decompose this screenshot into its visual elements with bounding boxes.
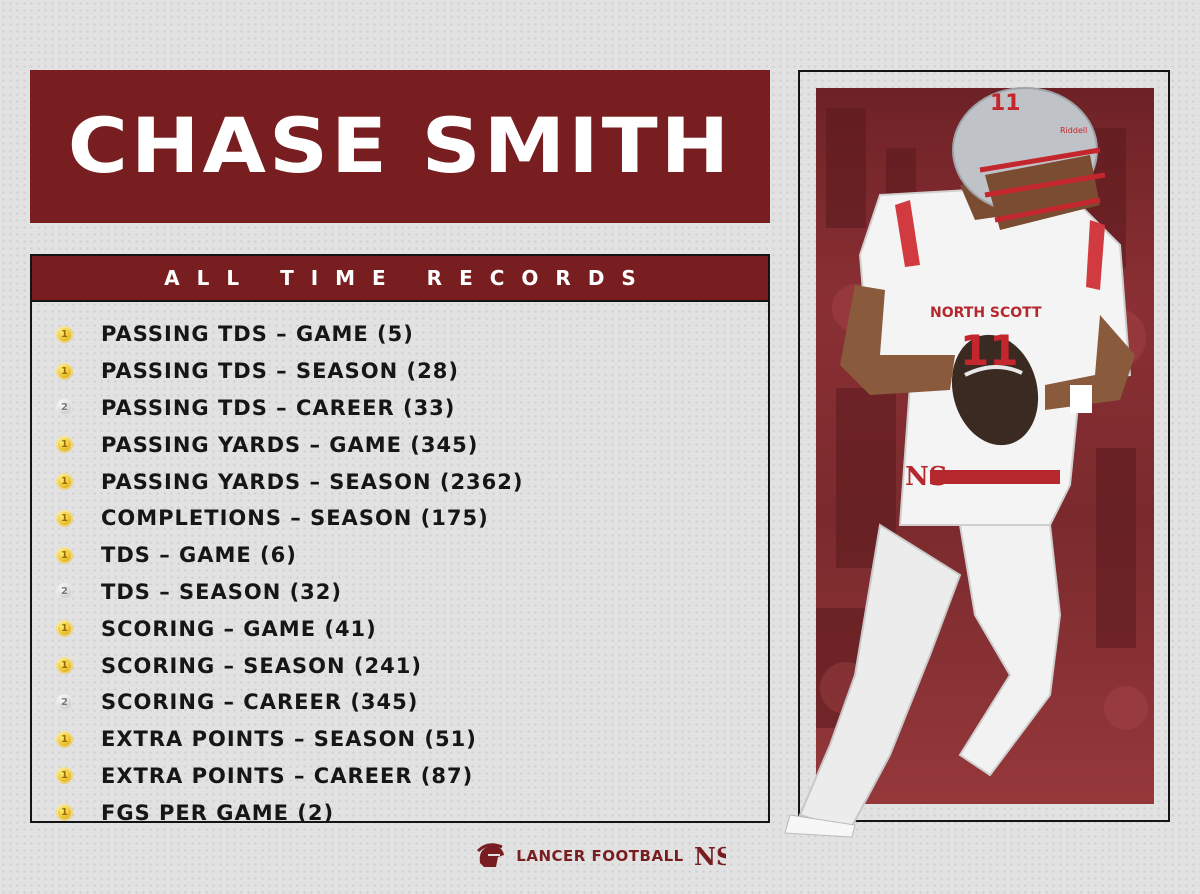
- record-label: TDS – SEASON (32): [101, 579, 343, 604]
- records-panel: ALL TIME RECORDS 1 PASSING TDS – GAME (5)…: [30, 254, 770, 825]
- helmet-number: 11: [990, 91, 1021, 116]
- gold-medal-icon: 1: [56, 546, 73, 564]
- helmet-brand: Riddell: [1060, 126, 1087, 135]
- pants-monogram: NS: [905, 462, 948, 492]
- ns-monogram-icon: NS: [694, 842, 726, 871]
- records-header: ALL TIME RECORDS: [32, 256, 768, 302]
- record-row: 1 PASSING TDS – SEASON (28): [32, 353, 768, 390]
- record-label: PASSING YARDS – GAME (345): [101, 432, 479, 457]
- jersey-number: 11: [960, 326, 1018, 375]
- record-row: 1 FGS PER GAME (2): [32, 794, 768, 831]
- svg-text:NS: NS: [694, 842, 726, 871]
- record-row: 2 TDS – SEASON (32): [32, 574, 768, 611]
- jersey-stripe-right: [1086, 220, 1105, 290]
- wristband: [1070, 385, 1092, 413]
- record-label: SCORING – SEASON (241): [101, 653, 422, 678]
- silver-medal-icon: 2: [56, 693, 73, 711]
- record-row: 1 TDS – GAME (6): [32, 537, 768, 574]
- lancer-helmet-icon: [477, 843, 505, 867]
- jersey-stripe-left: [895, 200, 920, 267]
- record-label: PASSING TDS – GAME (5): [101, 322, 414, 347]
- gold-medal-icon: 1: [56, 657, 73, 675]
- record-label: PASSING YARDS – SEASON (2362): [101, 469, 524, 494]
- silver-medal-icon: 2: [56, 583, 73, 601]
- record-row: 1 SCORING – SEASON (241): [32, 647, 768, 684]
- gold-medal-icon: 1: [56, 620, 73, 638]
- facemask: [979, 147, 1106, 223]
- record-row: 1 COMPLETIONS – SEASON (175): [32, 500, 768, 537]
- record-row: 1 SCORING – GAME (41): [32, 610, 768, 647]
- record-label: TDS – GAME (6): [101, 543, 297, 568]
- gold-medal-icon: 1: [56, 473, 73, 491]
- player-cleat: [784, 814, 856, 838]
- record-label: FGS PER GAME (2): [101, 800, 335, 825]
- player-right-leg: [958, 524, 1062, 777]
- records-title: ALL TIME RECORDS: [164, 266, 653, 290]
- record-label: PASSING TDS – SEASON (28): [101, 359, 459, 384]
- gold-medal-icon: 1: [56, 509, 73, 527]
- footer-branding: LANCER FOOTBALL NS: [0, 838, 1200, 874]
- record-row: 2 SCORING – CAREER (345): [32, 684, 768, 721]
- record-label: SCORING – CAREER (345): [101, 690, 419, 715]
- player-illustration: NORTH SCOTT 11 11 Riddell NS: [784, 87, 1135, 838]
- record-label: COMPLETIONS – SEASON (175): [101, 506, 489, 531]
- gold-medal-icon: 1: [56, 804, 73, 822]
- record-row: 1 PASSING YARDS – GAME (345): [32, 426, 768, 463]
- jersey-school-text: NORTH SCOTT: [930, 305, 1042, 321]
- player-belt: [930, 470, 1060, 484]
- record-label: PASSING TDS – CAREER (33): [101, 395, 456, 420]
- record-row: 1 EXTRA POINTS – SEASON (51): [32, 721, 768, 758]
- record-row: 1 EXTRA POINTS – CAREER (87): [32, 758, 768, 795]
- gold-medal-icon: 1: [56, 730, 73, 748]
- record-label: EXTRA POINTS – SEASON (51): [101, 727, 477, 752]
- record-label: SCORING – GAME (41): [101, 616, 377, 641]
- player-right-arm: [1045, 315, 1135, 410]
- record-row: 1 PASSING YARDS – SEASON (2362): [32, 463, 768, 500]
- silver-medal-icon: 2: [56, 399, 73, 417]
- record-label: EXTRA POINTS – CAREER (87): [101, 763, 474, 788]
- player-left-leg: [798, 523, 962, 832]
- records-list: 1 PASSING TDS – GAME (5) 1 PASSING TDS – SE…: [32, 316, 768, 831]
- footer-text: LANCER FOOTBALL: [516, 847, 684, 865]
- gold-medal-icon: 1: [56, 325, 73, 343]
- name-banner: CHASE SMITH: [30, 70, 770, 223]
- gold-medal-icon: 1: [56, 767, 73, 785]
- record-row: 1 PASSING TDS – GAME (5): [32, 316, 768, 353]
- gold-medal-icon: 1: [56, 362, 73, 380]
- player-left-arm: [840, 285, 955, 395]
- record-row: 2 PASSING TDS – CAREER (33): [32, 390, 768, 427]
- football-icon: [951, 334, 1039, 446]
- gold-medal-icon: 1: [56, 436, 73, 454]
- player-name: CHASE SMITH: [67, 102, 733, 191]
